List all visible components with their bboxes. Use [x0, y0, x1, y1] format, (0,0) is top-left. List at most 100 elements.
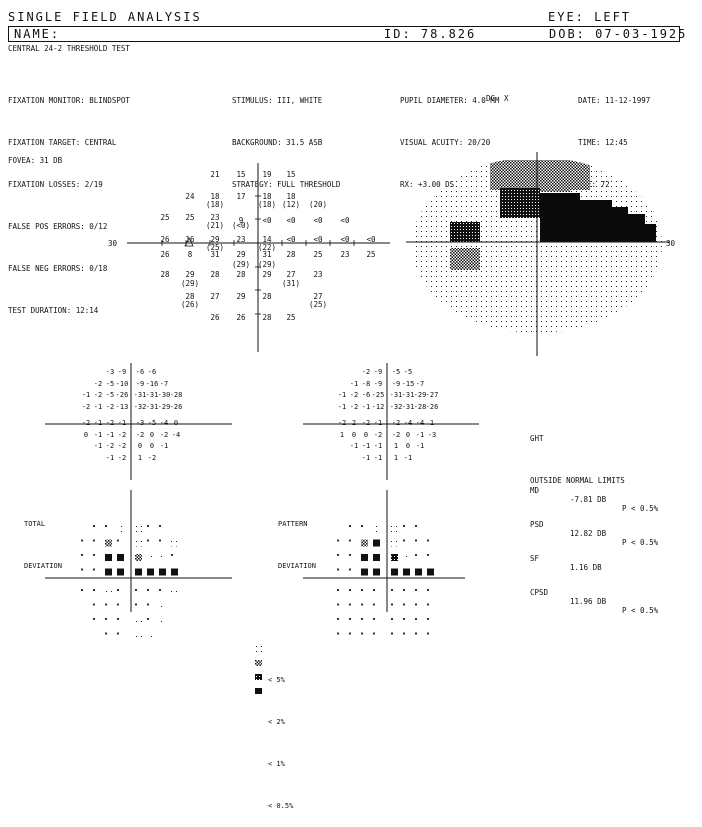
field-value: 15: [286, 170, 296, 179]
field-value: -8: [361, 379, 371, 388]
probability-symbol: [427, 603, 429, 606]
param-line: FALSE NEG ERRORS: 0/18: [8, 264, 108, 273]
field-value: 26: [160, 250, 170, 259]
field-value: -31: [401, 391, 415, 399]
probability-symbol: [337, 618, 339, 620]
index-name: CPSD: [530, 588, 549, 597]
field-value: -2: [349, 402, 359, 411]
probability-symbol: [105, 525, 107, 527]
field-value: -1: [349, 379, 359, 388]
field-value: 31: [262, 250, 272, 259]
pattern-deviation-label: PATTERN DEVIATION: [278, 489, 316, 587]
field-value: 28: [262, 313, 272, 322]
probability-symbol: [361, 632, 363, 635]
probability-symbol: [349, 618, 351, 620]
ght-result: GHT OUTSIDE NORMAL LIMITS: [530, 404, 625, 502]
field-value: 21: [210, 170, 220, 179]
param-line: STRATEGY: FULL THRESHOLD: [232, 180, 341, 189]
field-value: -1: [337, 402, 347, 411]
eye-label: EYE: LEFT: [548, 10, 632, 24]
label-line: PATTERN: [278, 520, 308, 528]
probability-symbol: [135, 632, 142, 640]
field-value: (25): [205, 243, 225, 252]
probability-symbol: [337, 632, 339, 635]
greyscale-mild-2: [450, 248, 480, 270]
field-value: -29: [413, 391, 427, 399]
field-value: -2: [93, 391, 103, 399]
field-value: 0: [137, 442, 143, 450]
probability-symbol: [349, 539, 351, 542]
probability-symbol: [105, 589, 112, 596]
legend-label: < 0.5%: [268, 802, 294, 810]
probability-symbol: [93, 589, 95, 591]
probability-symbol: [373, 554, 380, 561]
probability-symbols: [81, 525, 434, 640]
field-value: 8: [187, 250, 193, 259]
param-line: FIXATION LOSSES: 2/19: [8, 180, 103, 189]
field-value: 26: [210, 313, 220, 322]
field-value: -5: [403, 368, 413, 376]
probability-symbol: [415, 554, 417, 556]
probability-symbol: [349, 632, 351, 635]
field-graphics: [45, 152, 670, 694]
field-value: 24: [185, 192, 195, 201]
field-value: -1: [361, 402, 371, 411]
probability-symbol: [159, 525, 161, 527]
field-value: -9: [117, 368, 127, 376]
name-bar: [8, 26, 680, 42]
probability-symbol: [117, 603, 119, 606]
field-value: 0: [149, 430, 155, 439]
probability-symbol: [93, 568, 95, 571]
label-line: DEVIATION: [278, 562, 316, 570]
probability-symbol: [349, 589, 351, 591]
probability-symbol: [427, 554, 429, 556]
probability-symbol: [135, 618, 142, 625]
probability-symbol: [427, 618, 429, 620]
probability-symbol: [391, 603, 393, 606]
field-value: 1: [137, 453, 143, 462]
param-line: STIMULUS: III, WHITE: [232, 96, 323, 105]
probability-symbol: [361, 568, 368, 576]
date-of-birth: DOB: 07-03-1925: [549, 27, 688, 41]
probability-symbol: [147, 618, 149, 620]
probability-symbol: [117, 632, 119, 635]
field-value: 27: [210, 292, 220, 301]
field-value: -31: [389, 391, 403, 399]
probability-symbol: [391, 539, 398, 547]
field-value: 18: [262, 192, 272, 201]
field-value: -12: [371, 402, 385, 411]
field-value: 18: [210, 192, 220, 201]
probability-symbol: [105, 618, 107, 620]
field-value: 1: [429, 419, 435, 427]
probability-symbol: [171, 554, 173, 556]
probability-symbol: [415, 568, 422, 576]
field-value: <0: [340, 216, 350, 225]
field-value: -1: [349, 442, 359, 450]
probability-symbol: [135, 568, 142, 576]
threshold-ticks: [161, 195, 355, 315]
probability-symbol: [427, 539, 429, 542]
field-value: 29: [236, 292, 246, 301]
index-p: P < 0.5%: [622, 606, 659, 615]
probability-symbol: [403, 568, 410, 576]
probability-symbol: [403, 554, 410, 561]
legend-symbol-2pct: [255, 660, 262, 666]
ght-label: GHT: [530, 434, 544, 443]
field-value: -2: [93, 379, 103, 388]
field-value: -1: [93, 402, 103, 411]
field-value: 28: [262, 292, 272, 301]
field-value: (<0): [231, 221, 251, 230]
field-value: 25: [286, 313, 296, 322]
param-line: BACKGROUND: 31.5 ASB: [232, 138, 323, 147]
probability-symbol: [415, 589, 417, 591]
probability-symbol: [81, 589, 83, 591]
field-value: -13: [115, 402, 129, 411]
legend-symbol-5pct: [255, 646, 262, 652]
probability-symbol: [105, 632, 107, 635]
field-value: -7: [415, 379, 425, 388]
field-value: 15: [236, 170, 246, 179]
probability-symbol: [147, 539, 149, 542]
report-title: SINGLE FIELD ANALYSIS: [8, 10, 202, 24]
probability-symbol: [337, 554, 339, 556]
field-value: -4: [415, 419, 425, 427]
